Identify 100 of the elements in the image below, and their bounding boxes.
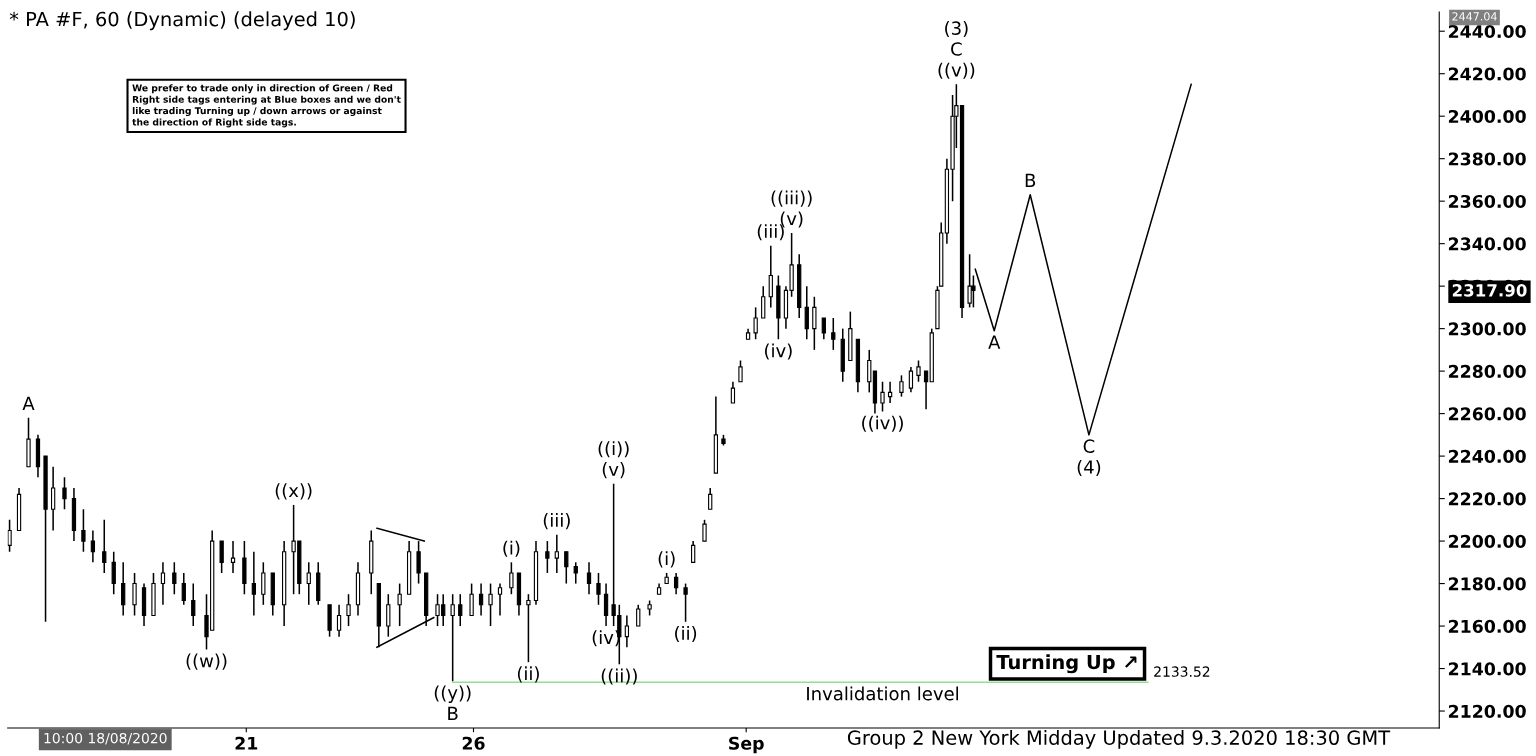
annotation: ((ii)) xyxy=(601,668,637,685)
candlestick xyxy=(132,572,137,617)
annotation: A xyxy=(988,335,1001,349)
candlestick xyxy=(497,582,503,617)
annotation: ((w)) xyxy=(186,653,227,670)
text: 10:00 18/08/2020 xyxy=(44,732,167,745)
candlestick xyxy=(219,540,224,574)
candlestick xyxy=(509,561,514,595)
annotation: ((iv)) xyxy=(862,415,903,432)
annotation: A xyxy=(22,396,35,410)
candlestick xyxy=(691,540,696,564)
candlestick xyxy=(478,582,484,617)
annotation: ((iii)) xyxy=(771,190,812,207)
line-series xyxy=(974,83,1192,436)
candlestick xyxy=(102,519,107,574)
candlestick xyxy=(596,572,601,606)
annotation: B xyxy=(448,706,458,721)
annotation: ((x)) xyxy=(275,483,312,500)
candlestick xyxy=(121,561,126,617)
annotation: (ii) xyxy=(517,666,539,683)
candlestick xyxy=(191,582,196,627)
candlestick xyxy=(673,572,679,595)
candlestick xyxy=(923,370,929,411)
annotation: (4) xyxy=(1077,459,1101,476)
candlestick xyxy=(702,519,707,542)
annotation: Turning Up ↗ xyxy=(996,654,1137,674)
candlestick xyxy=(90,529,96,564)
text: Group 2 New York Midday Updated 9.3.2020 18:30 GMT xyxy=(847,729,1391,749)
annotation: B xyxy=(1025,173,1036,187)
y-tick-label: 2260.00 xyxy=(1448,407,1526,421)
candlestick xyxy=(636,604,641,627)
candlestick xyxy=(346,593,351,627)
chart-title: * PA #F, 60 (Dynamic) (delayed 10) xyxy=(9,11,355,31)
candlestick xyxy=(738,359,743,383)
annotation: (v) xyxy=(602,462,625,479)
candlestick xyxy=(761,285,766,319)
annotation: ((i)) xyxy=(598,441,629,458)
candlestick xyxy=(603,582,609,627)
candlestick xyxy=(336,604,342,638)
y-tick-label: 2340.00 xyxy=(1448,237,1526,251)
y-tick-label: 2400.00 xyxy=(1448,109,1526,124)
candlestick xyxy=(899,374,904,398)
candlestick xyxy=(526,593,531,663)
annotation: C xyxy=(951,42,962,56)
y-tick-label: 2180.00 xyxy=(1448,577,1526,591)
annotation: (3) xyxy=(945,21,968,38)
candlestick xyxy=(111,550,116,595)
y-tick-label: 2240.00 xyxy=(1448,449,1526,463)
candlestick xyxy=(831,317,836,351)
x-tick-label: 21 xyxy=(235,736,258,750)
annotation: Invalidation level xyxy=(807,686,958,701)
y-tick-label: 2300.00 xyxy=(1448,322,1526,336)
y-tick-label: 2440.00 xyxy=(1448,24,1526,39)
candlestick xyxy=(488,582,493,627)
annotation: (ii) xyxy=(675,625,697,643)
candlestick xyxy=(181,572,186,606)
candlestick xyxy=(821,317,826,341)
candlestick xyxy=(683,582,688,623)
candlestick xyxy=(768,245,773,309)
y-tick-label: 2280.00 xyxy=(1448,364,1526,378)
candlestick xyxy=(230,540,236,574)
y-tick-label: 2380.00 xyxy=(1448,152,1526,166)
y-tick-label: 2220.00 xyxy=(1448,492,1526,506)
candlestick xyxy=(564,550,569,585)
annotation: ((y)) xyxy=(434,685,471,703)
candlestick xyxy=(251,550,256,617)
candlestick xyxy=(81,508,86,553)
candlestick xyxy=(450,593,455,683)
candlestick xyxy=(386,593,391,638)
x-tick-label: 26 xyxy=(462,736,485,750)
candlestick xyxy=(880,380,885,413)
candlestick xyxy=(160,561,166,606)
y-tick-label: 2140.00 xyxy=(1448,662,1526,676)
candlestick xyxy=(554,533,559,574)
candlestick xyxy=(708,487,713,510)
annotation: (iv) xyxy=(592,630,620,647)
x-tick-label: Sep xyxy=(729,736,764,754)
y-tick-label: 2360.00 xyxy=(1448,194,1526,209)
text: 2447.04 xyxy=(1452,12,1497,21)
candlestick xyxy=(730,380,736,404)
text: 2317.90 xyxy=(1452,284,1527,297)
candlestick xyxy=(753,306,758,341)
annotation: We prefer to trade only in direction of Green / Red Right side tags entering at Blue boxes and we don't like trading Turning up / down arrows or against the direction of Right side tags. xyxy=(132,84,401,128)
candlestick xyxy=(586,561,592,595)
candlestick xyxy=(545,540,550,574)
candlestick xyxy=(306,561,311,606)
candlestick xyxy=(967,253,972,309)
y-tick-label: 2160.00 xyxy=(1448,619,1526,633)
candlestick xyxy=(908,366,914,394)
candlestick xyxy=(916,359,921,383)
candlestick xyxy=(812,296,817,351)
candlestick xyxy=(172,561,177,595)
annotation: (i) xyxy=(658,551,675,568)
annotation: C xyxy=(1083,439,1095,453)
y-tick-label: 2120.00 xyxy=(1448,704,1526,718)
annotation: (iii) xyxy=(543,513,570,530)
candlestick xyxy=(458,593,463,627)
candlestick xyxy=(573,561,578,585)
candlestick xyxy=(469,582,474,617)
annotation: (iv) xyxy=(765,343,792,360)
